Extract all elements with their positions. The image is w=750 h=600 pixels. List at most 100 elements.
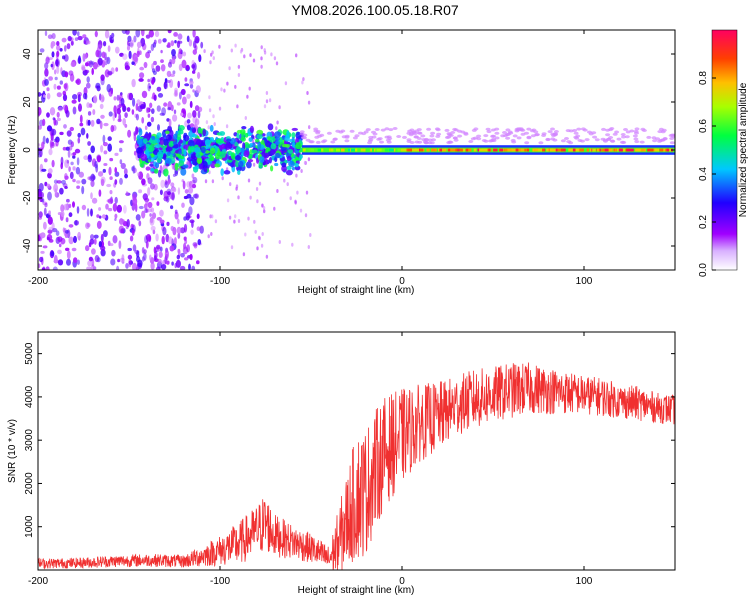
heatmap-cell (191, 128, 196, 134)
heatmap-cell (177, 218, 180, 225)
heatmap-cell (141, 90, 148, 99)
heatmap-cell (641, 129, 647, 132)
heatmap-cell (64, 159, 70, 168)
heatmap-cell (209, 137, 215, 142)
heatmap-cell (308, 148, 312, 152)
heatmap-cell (197, 239, 202, 246)
heatmap-cell (245, 143, 252, 149)
snr-series (38, 362, 675, 570)
heatmap-cell (72, 178, 76, 183)
heatmap-cell (183, 243, 187, 250)
heatmap-cell (66, 159, 70, 164)
heatmap-cell (209, 60, 212, 65)
heatmap-cell (235, 146, 240, 155)
heatmap-cell (160, 179, 165, 189)
heatmap-cell (176, 102, 181, 106)
heatmap-cell (60, 204, 65, 213)
heatmap-cell (76, 206, 80, 214)
heatmap-cell (75, 78, 81, 85)
colorbar-label: Normalized spectral amplitude (738, 82, 749, 217)
heatmap-cell (447, 148, 451, 152)
heatmap-cell (46, 125, 53, 132)
heatmap-cell (150, 116, 155, 123)
heatmap-cell (164, 249, 169, 259)
heatmap-cell (239, 49, 243, 54)
heatmap-cell (610, 139, 616, 143)
heatmap-cell (174, 211, 179, 220)
heatmap-cell (101, 51, 106, 59)
heatmap-cell (117, 258, 121, 263)
heatmap-cell (119, 257, 125, 263)
heatmap-cell (167, 42, 171, 48)
heatmap-cell (261, 232, 264, 236)
heatmap-cell (150, 207, 155, 213)
heatmap-cell (224, 142, 232, 150)
heatmap-cell (460, 148, 466, 152)
heatmap-cell (141, 247, 145, 254)
heatmap-cell (191, 183, 197, 189)
heatmap-cell (166, 151, 171, 157)
heatmap-cell (172, 70, 176, 75)
heatmap-cell (169, 245, 175, 252)
heatmap-cell (77, 137, 81, 144)
heatmap-cell (460, 130, 466, 134)
snr-frame (37, 331, 676, 571)
heatmap-cell (54, 188, 58, 197)
heatmap-cell (116, 94, 120, 101)
heatmap-cell (237, 219, 241, 223)
heatmap-cell (162, 226, 167, 236)
heatmap-cell (156, 244, 161, 250)
heatmap-cell (348, 148, 353, 152)
heatmap-cell (314, 135, 320, 139)
heatmap-cell (380, 128, 386, 132)
heatmap-cell (553, 130, 559, 133)
heatmap-cell (491, 139, 497, 143)
heatmap-cell (66, 43, 71, 50)
heatmap-cell (77, 31, 80, 37)
heatmap-cell (76, 259, 80, 265)
heatmap-cell (326, 131, 332, 135)
heatmap-cell (55, 230, 60, 236)
heatmap-cell (148, 30, 154, 38)
heatmap-cell (86, 82, 91, 89)
heatmap-cell (634, 131, 639, 135)
heatmap-cell (601, 148, 606, 152)
heatmap-cell (141, 256, 145, 262)
heatmap-cell (155, 162, 160, 169)
heatmap-cell (106, 56, 111, 65)
heatmap-cell (148, 144, 155, 152)
heatmap-cell (165, 130, 170, 135)
heatmap-cell (145, 201, 149, 206)
y-tick-label: 20 (22, 96, 33, 108)
heatmap-cell (59, 187, 64, 195)
heatmap-cell (257, 235, 261, 240)
heatmap-cell (506, 148, 512, 152)
heatmap-cell (249, 195, 252, 200)
colorbar-tick-label: 0.0 (698, 263, 709, 277)
heatmap-cell (172, 226, 177, 236)
heatmap-cell (38, 211, 43, 218)
heatmap-cell (166, 221, 170, 226)
heatmap-cell (176, 40, 181, 49)
heatmap-cell (145, 240, 149, 249)
heatmap-cell (99, 120, 103, 130)
heatmap-cell (119, 159, 123, 165)
heatmap-cell (330, 148, 334, 152)
heatmap-cell (68, 224, 74, 228)
heatmap-cell (119, 218, 124, 225)
x-tick-label: 0 (399, 276, 405, 287)
heatmap-cell (181, 202, 185, 208)
heatmap-cell (72, 166, 76, 171)
heatmap-cell (38, 125, 42, 130)
heatmap-cell (486, 130, 492, 134)
heatmap-cell (100, 178, 105, 187)
heatmap-cell (141, 178, 146, 186)
heatmap-cell (286, 165, 292, 171)
heatmap-cell (252, 162, 256, 167)
heatmap-cell (218, 106, 222, 111)
heatmap-cell (138, 205, 144, 210)
heatmap-cell (86, 102, 90, 109)
heatmap-cell (420, 134, 426, 138)
heatmap-cell (621, 148, 626, 152)
